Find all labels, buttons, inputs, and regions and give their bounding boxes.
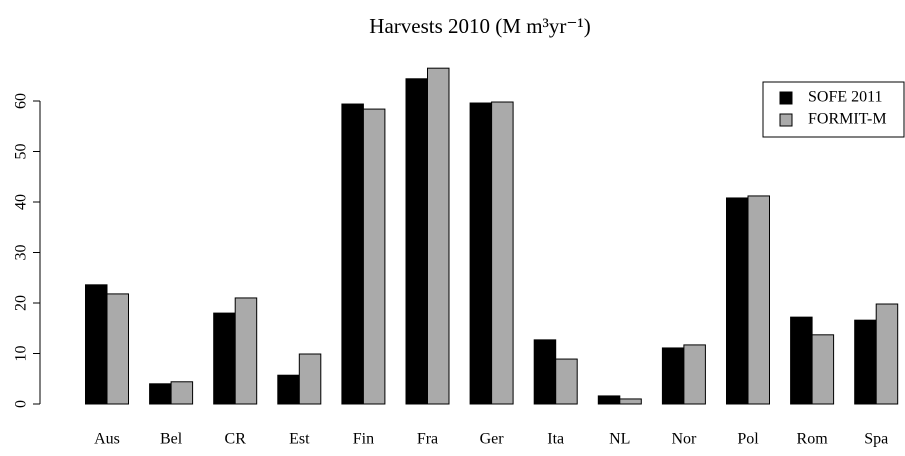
x-tick-label: Est — [289, 431, 310, 448]
x-tick-label: Fin — [353, 431, 374, 448]
x-tick-label: Ita — [547, 431, 564, 448]
x-tick-label: Pol — [737, 431, 759, 448]
bar — [427, 67, 450, 405]
bar — [213, 312, 236, 405]
bar — [555, 358, 578, 405]
bar — [405, 78, 428, 405]
x-tick-label: NL — [609, 431, 630, 448]
bar — [170, 381, 194, 405]
bar — [726, 197, 749, 405]
bar — [85, 284, 108, 405]
y-tick-label: 40 — [13, 194, 30, 210]
x-tick-label: Spa — [864, 431, 888, 448]
bar — [234, 297, 258, 405]
x-tick-label: CR — [225, 431, 247, 448]
bar — [683, 344, 706, 405]
bar — [149, 383, 172, 405]
legend-label: SOFE 2011 — [808, 89, 883, 106]
y-tick-label: 0 — [13, 400, 30, 408]
y-tick-label: 10 — [13, 346, 30, 362]
bar — [277, 374, 300, 405]
y-tick-label: 20 — [13, 295, 30, 311]
x-tick-label: Ger — [480, 431, 505, 448]
bar — [875, 303, 899, 405]
bar — [298, 353, 322, 405]
bar — [619, 398, 642, 405]
x-tick-label: Rom — [797, 431, 829, 448]
bar — [533, 339, 557, 405]
bar — [491, 101, 514, 405]
bar — [811, 334, 835, 405]
y-tick-label: 30 — [13, 245, 30, 261]
y-tick-label: 60 — [13, 93, 30, 109]
bar — [469, 102, 493, 405]
legend-label: FORMIT-M — [808, 111, 887, 128]
chart-title: Harvests 2010 (M m³yr⁻¹) — [369, 14, 590, 38]
bar — [854, 319, 877, 405]
y-tick-label: 50 — [13, 144, 30, 160]
bar — [747, 195, 770, 405]
x-tick-label: Fra — [417, 431, 438, 448]
legend-swatch — [779, 113, 793, 127]
x-tick-label: Bel — [160, 431, 183, 448]
legend-box — [762, 81, 905, 138]
bar — [790, 316, 813, 405]
bar — [106, 293, 129, 405]
bar — [362, 108, 386, 405]
bar — [661, 347, 685, 405]
x-tick-label: Nor — [671, 431, 697, 448]
legend-swatch — [779, 91, 793, 105]
x-tick-label: Aus — [94, 431, 120, 448]
bar — [341, 103, 364, 405]
bar — [597, 395, 621, 405]
